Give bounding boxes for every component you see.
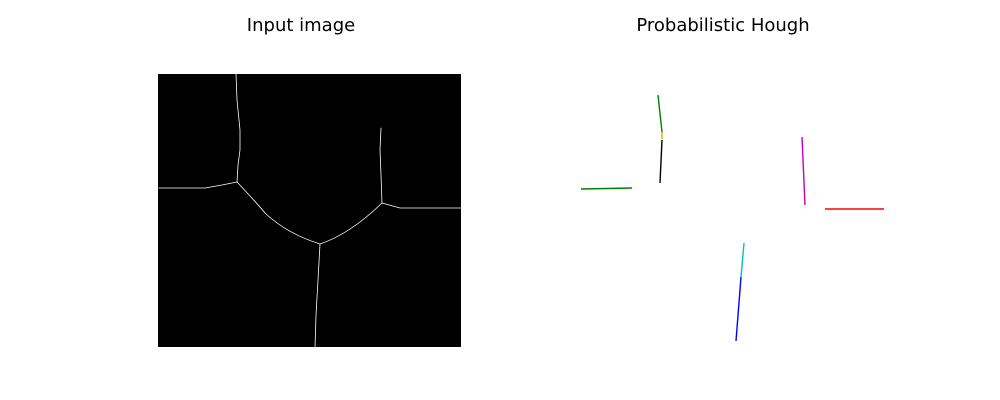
- hough-segment: [659, 139, 663, 184]
- hough-segment: [740, 242, 745, 278]
- ridge-top-right-vertical: [379, 127, 383, 204]
- hough-segment: [735, 276, 742, 342]
- hough-segment: [580, 187, 633, 190]
- ridge-top-left-vertical: [235, 73, 241, 183]
- input-image-background: [158, 74, 461, 347]
- ridge-right-arc: [319, 202, 383, 245]
- hough-segments: [580, 94, 884, 342]
- ridge-left-horizontal: [158, 181, 238, 189]
- hough-title: Probabilistic Hough: [636, 15, 810, 36]
- input-image-title: Input image: [246, 15, 356, 36]
- hough-segment: [657, 94, 663, 133]
- ridge-bottom-arc: [236, 181, 321, 245]
- ridge-right-horizontal: [381, 202, 462, 209]
- input-image: [158, 73, 462, 348]
- hough-segment: [801, 136, 806, 206]
- ridge-bottom-vertical: [314, 243, 321, 348]
